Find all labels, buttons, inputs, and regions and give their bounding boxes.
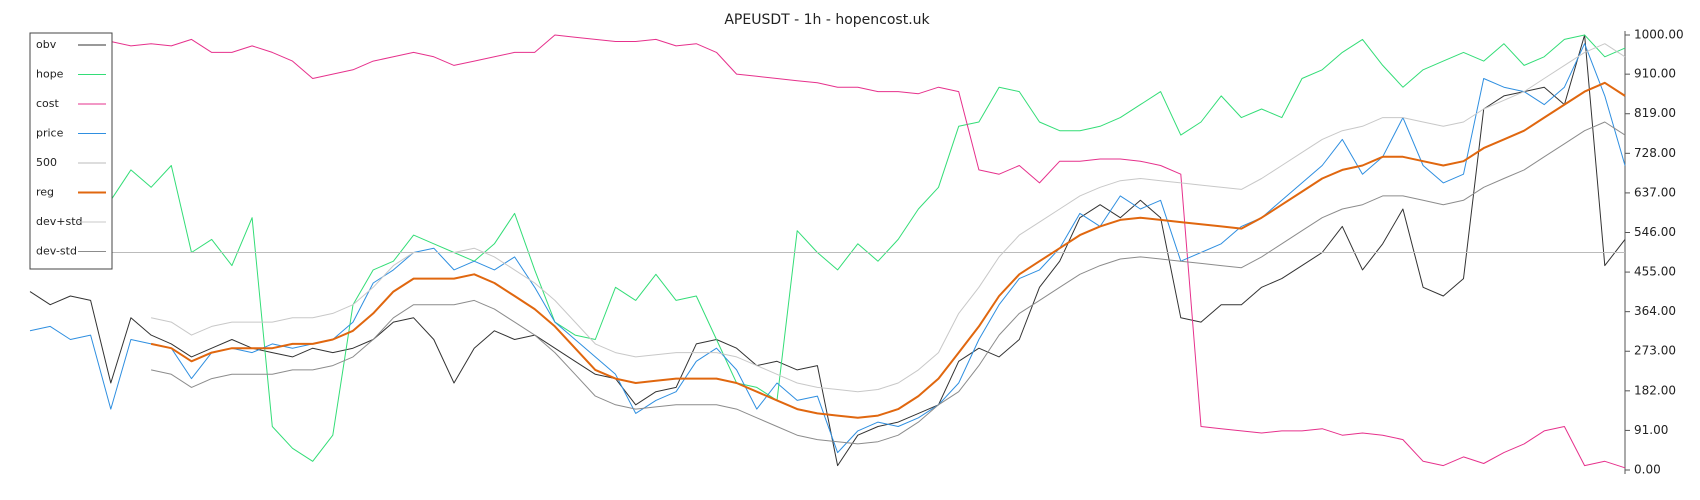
legend-label: reg [36,186,54,199]
y-tick-label: 0.00 [1634,463,1661,477]
series-line [150,121,1626,445]
legend-box [29,32,113,270]
legend-label: price [36,127,64,140]
y-tick-label: 455.00 [1634,265,1676,279]
legend-label: 500 [36,156,57,169]
y-tick-label: 1000.00 [1634,28,1684,42]
y-tick-label: 546.00 [1634,225,1676,239]
y-tick-label: 364.00 [1634,304,1676,318]
legend-label: dev-std [36,245,77,258]
series-line [150,81,1626,419]
legend-label: dev+std [36,215,83,228]
series-line [29,34,1626,467]
y-tick-label: 728.00 [1634,146,1676,160]
y-tick-label: 819.00 [1634,106,1676,120]
series-line [29,34,1626,462]
y-tick-label: 182.00 [1634,383,1676,397]
chart-title: APEUSDT - 1h - hopencost.uk [724,12,930,28]
y-tick-label: 910.00 [1634,67,1676,81]
series-line [150,43,1626,393]
legend-label: hope [36,68,64,81]
y-tick-label: 637.00 [1634,185,1676,199]
legend-label: cost [36,97,60,110]
y-tick-label: 273.00 [1634,344,1676,358]
series-line [29,43,1626,454]
y-tick-label: 91.00 [1634,423,1668,437]
legend: obv hope cost price 500 reg dev+std dev-std [29,32,113,270]
legend-label: obv [36,38,57,51]
series-line [110,34,1626,469]
